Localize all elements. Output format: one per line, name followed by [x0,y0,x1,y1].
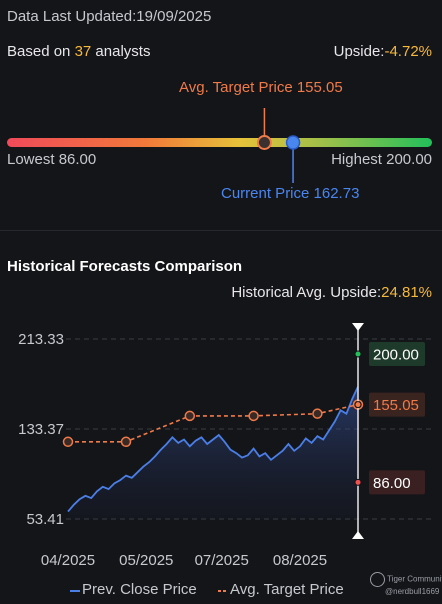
target-price-point [184,410,196,422]
watermark-brand: Tiger Community [387,574,442,584]
current-price-marker [285,135,301,150]
watermark-user: @nerdbull1669 [385,587,440,596]
range-gradient-track [7,138,432,147]
y-tick-label: 133.37 [18,421,64,438]
range-marker-dot [354,478,362,486]
last-updated: Data Last Updated:19/09/2025 [7,8,212,25]
target-price-line [68,403,359,443]
range-marker-label: 86.00 [373,475,411,492]
range-top-arrow [352,323,364,331]
legend-close-swatch [70,590,80,592]
upside-text: Upside:-4.72% [333,43,432,60]
historical-avg-upside-value: 24.81% [381,284,432,301]
lowest-price-label: Lowest 86.00 [7,151,97,168]
range-marker-label: 155.05 [373,397,419,414]
avg-target-price-label: Avg. Target Price 155.05 [179,79,343,96]
current-price-label: Current Price 162.73 [221,185,360,202]
y-tick-label: 53.41 [26,511,64,528]
range-marker-badge [369,470,425,495]
x-tick-label: 04/2025 [41,552,95,569]
target-price-point [120,436,132,448]
historical-title: Historical Forecasts Comparison [7,258,243,275]
legend-close-label[interactable]: Prev. Close Price [82,581,197,598]
target-price-point [62,436,74,448]
highest-price-label: Highest 200.00 [331,151,432,168]
x-tick-label: 05/2025 [119,552,173,569]
close-price-area [68,386,358,519]
price-range-bar [7,108,432,183]
range-marker-badge [369,392,425,417]
historical-forecast-chart: 213.33 133.37 53.41 04/2025 05/2025 07/2025 0… [18,323,432,569]
range-bottom-arrow [352,531,364,539]
target-price-point [248,410,259,422]
section-divider [0,230,442,231]
analyst-count-text: Based on 37 analysts [7,43,151,60]
x-tick-label: 07/2025 [195,552,249,569]
range-marker-dot [354,350,362,358]
range-marker-badge [369,342,425,367]
target-price-point [312,408,323,419]
range-marker-label: 200.00 [373,347,419,364]
x-tick-label: 08/2025 [273,552,327,569]
analyst-count: 37 [74,43,92,60]
legend-target-swatch [218,590,228,592]
y-tick-label: 213.33 [18,331,64,348]
close-price-line [67,386,359,513]
watermark: Tiger Community @nerdbull1669 [370,572,442,597]
historical-avg-upside: Historical Avg. Upside:24.81% [231,284,432,301]
legend-target-label[interactable]: Avg. Target Price [230,581,344,598]
range-marker-dot [354,401,362,409]
tiger-logo-icon [370,572,385,587]
target-price-marker [256,135,272,150]
upside-value: -4.72% [384,43,432,60]
